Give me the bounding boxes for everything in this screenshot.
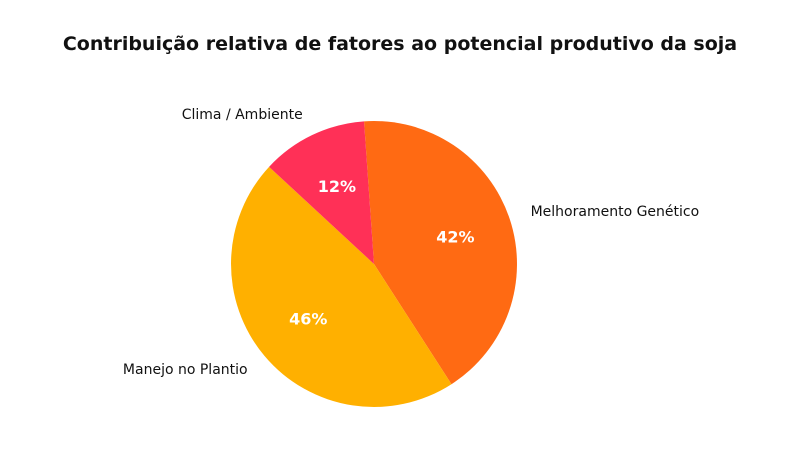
slice-labels: Melhoramento Genético Manejo no Plantio Cl…: [123, 107, 699, 378]
pie-category-label-0: Melhoramento Genético: [531, 204, 700, 220]
pie-slices: [231, 121, 517, 407]
pie-slice-0: [364, 121, 517, 385]
chart-title: Contribuição relativa de fatores ao pote…: [62, 33, 738, 55]
pie-category-label-2: Clima / Ambiente: [182, 107, 303, 123]
pie-percent-label-2: 12%: [318, 177, 356, 196]
pie-slice-2: [269, 121, 374, 264]
pie-percent-label-0: 42%: [436, 227, 474, 246]
pie-category-label-1: Manejo no Plantio: [123, 362, 248, 378]
pie-slice-1: [231, 166, 452, 407]
percentage-labels: 42% 46% 12%: [289, 177, 474, 329]
pie-percent-label-1: 46%: [289, 310, 327, 329]
